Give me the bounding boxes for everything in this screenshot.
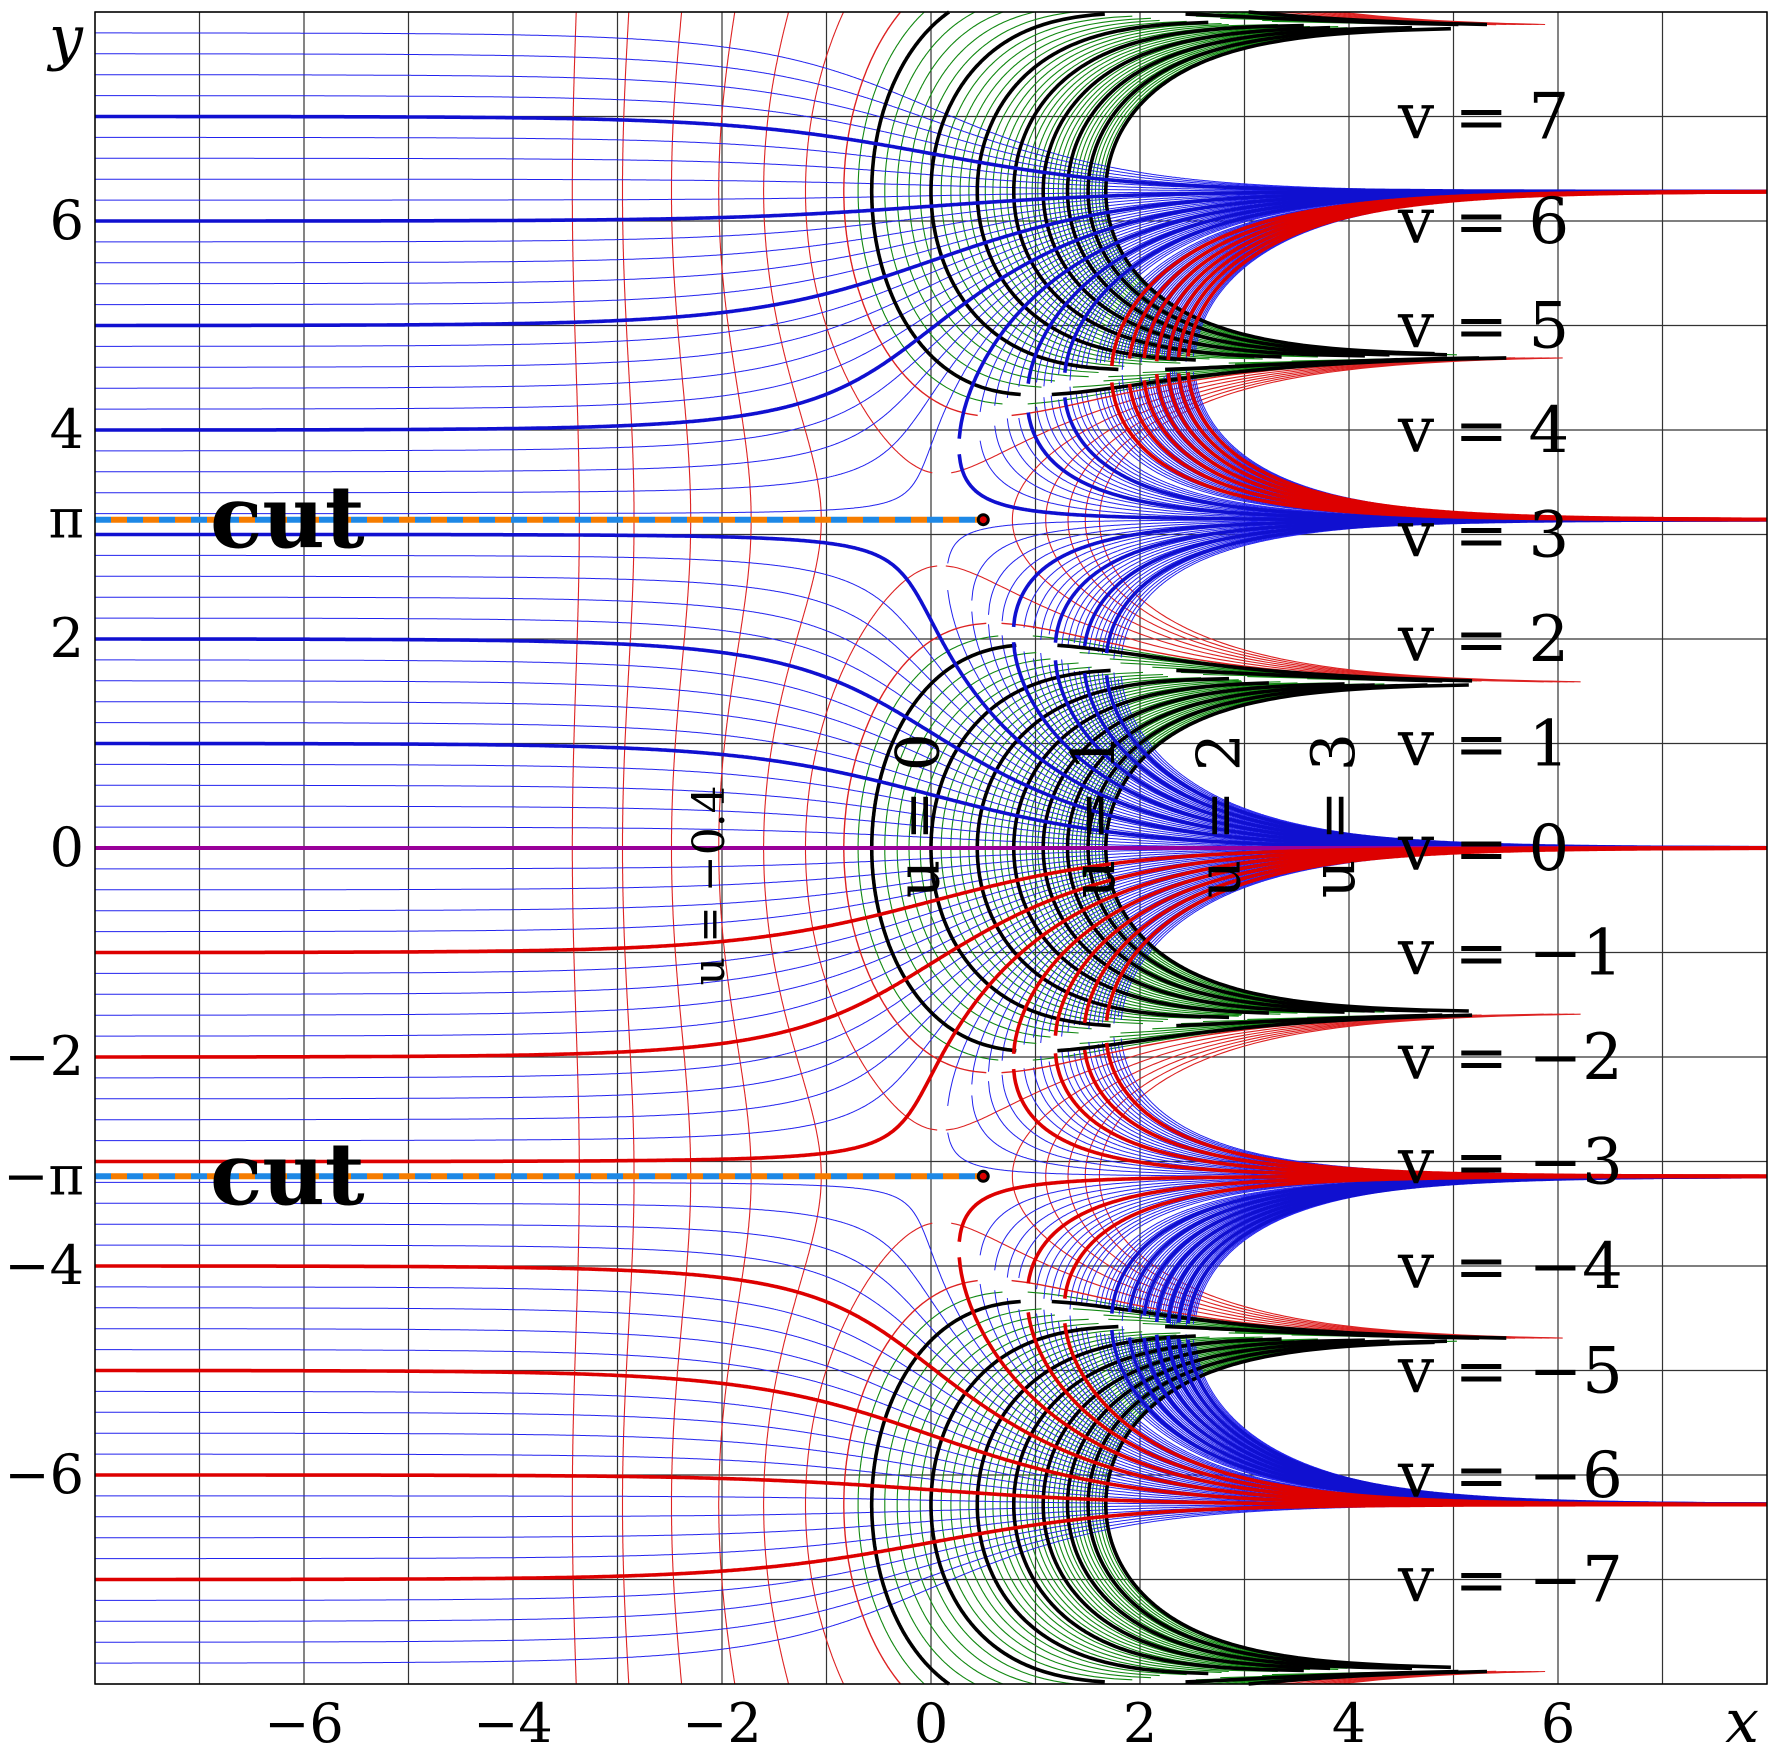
fine-u-curve-left: [763, 11, 1553, 1685]
v-line-label: v = 7: [1397, 81, 1569, 155]
fine-u-curve-left: [670, 11, 1568, 1685]
u-line-label: u = −0.4: [684, 785, 735, 985]
y-tick-label: −4: [4, 1234, 84, 1297]
y-tick-label: 0: [50, 816, 84, 879]
y-tick-label: 4: [50, 398, 84, 461]
tick-labels: −6 −4 −2 0 2 4 6 6 4 π 2 0 −2 −π −4 −6 x y: [3, 3, 1759, 1752]
u-line-label: u = 1: [1059, 733, 1129, 898]
x-tick-label: 2: [1123, 1692, 1157, 1752]
x-axis-label: x: [1725, 1687, 1759, 1752]
v-level-curves: [95, 114, 1767, 1582]
singular-point: [976, 1169, 990, 1183]
u-line-label: u = 3: [1299, 733, 1369, 898]
x-tick-label: 0: [914, 1692, 948, 1752]
v-curve: [95, 190, 1767, 1582]
y-axis-label: y: [46, 3, 84, 73]
plot-frame: [94, 11, 1768, 1685]
u-line-label: u = 0: [883, 733, 953, 898]
v-curve: [95, 189, 1767, 1507]
v-line-label: v = 5: [1397, 290, 1569, 364]
v-line-label: v = −4: [1397, 1230, 1623, 1304]
v-line-label: v = 2: [1397, 603, 1569, 677]
y-tick-label: −6: [4, 1443, 84, 1506]
v-line-label: v = 0: [1397, 812, 1569, 886]
y-tick-label: −π: [3, 1144, 84, 1207]
fine-u-curve-left: [718, 11, 1561, 1685]
v-line-label: v = 3: [1397, 499, 1569, 573]
u-line-label: u = 2: [1184, 733, 1254, 898]
v-line-label: v = −5: [1397, 1335, 1623, 1409]
x-tick-label: −6: [264, 1692, 344, 1752]
y-tick-label: 6: [50, 189, 84, 252]
v-line-label: v = −6: [1397, 1439, 1623, 1513]
v-line-label: v = 6: [1397, 185, 1569, 259]
chart-labels: v = 7 v = 6 v = 5 v = 4 v = 3 v = 2 v = 1 v = 0…: [210, 81, 1623, 1618]
singular-point: [976, 513, 990, 527]
v-line-label: v = −2: [1397, 1021, 1623, 1095]
plot-border: [94, 11, 1768, 1685]
branch-cuts: [95, 513, 990, 1183]
x-tick-label: −2: [682, 1692, 762, 1752]
v-line-label: v = −3: [1397, 1126, 1623, 1200]
v-line-label: v = 1: [1397, 708, 1569, 782]
y-tick-label: π: [49, 488, 85, 551]
v-line-label: v = 4: [1397, 394, 1569, 468]
v-line-label: v = −1: [1397, 917, 1623, 991]
x-tick-label: −4: [473, 1692, 553, 1752]
cut-label: cut: [210, 1124, 365, 1225]
fine-u-curve-left: [621, 11, 1575, 1685]
x-tick-label: 6: [1541, 1692, 1575, 1752]
v-line-label: v = −7: [1397, 1544, 1623, 1618]
y-tick-label: 2: [50, 607, 84, 670]
cut-label: cut: [210, 468, 365, 569]
x-tick-label: 4: [1332, 1692, 1366, 1752]
y-tick-label: −2: [4, 1025, 84, 1088]
